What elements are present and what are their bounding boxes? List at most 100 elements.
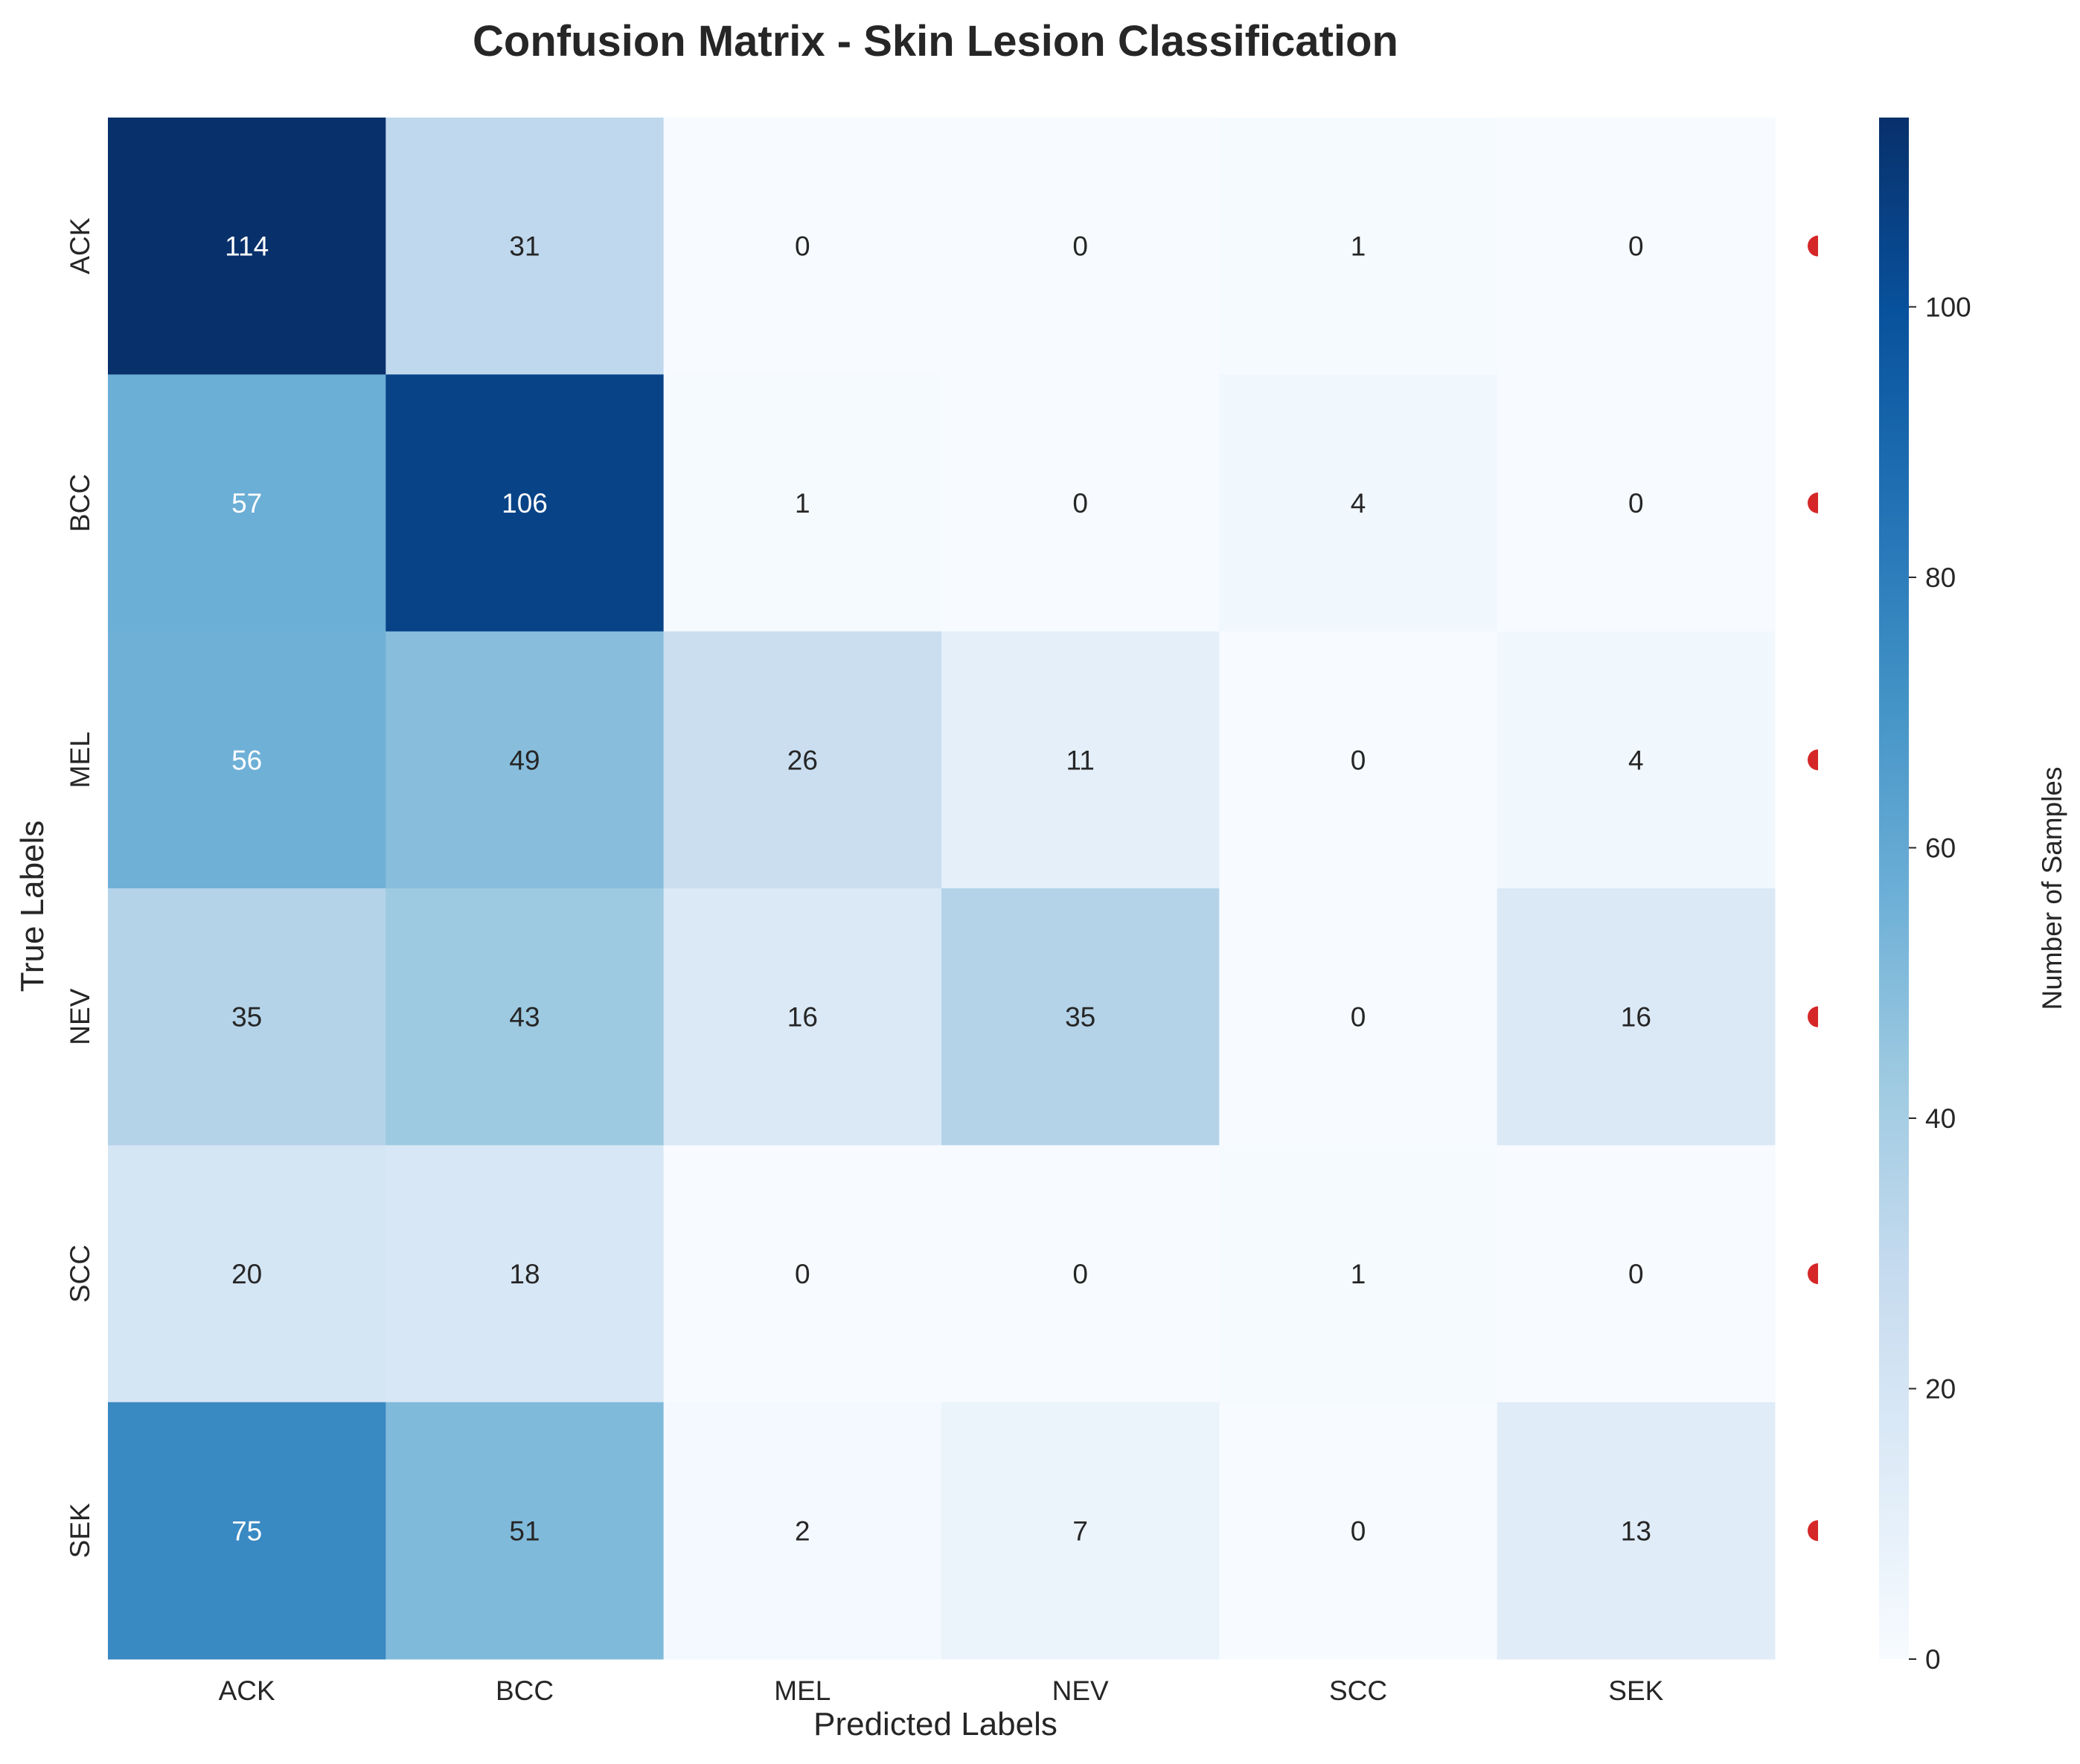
heatmap-cell	[1497, 374, 1776, 632]
cell-value-label: 0	[1628, 231, 1644, 262]
cell-value-label: 16	[1621, 1002, 1651, 1033]
colorbar-tick-label: 100	[1925, 292, 1971, 322]
heatmap-cell	[385, 1402, 665, 1660]
cell-value-label: 20	[231, 1259, 262, 1289]
cell-value-label: 0	[1351, 1516, 1366, 1546]
x-tick-labels: ACK BCC MEL NEV SCC SEK	[219, 1675, 1664, 1706]
heatmap-cell	[108, 374, 386, 632]
cell-value-label: 57	[231, 488, 262, 519]
heatmap-cell	[663, 1402, 942, 1660]
cell-value-label: 35	[231, 1002, 262, 1033]
colorbar-label: Number of Samples	[2037, 767, 2067, 1010]
heatmap-cell	[1497, 631, 1776, 889]
cell-value-label: 13	[1621, 1516, 1651, 1546]
heatmap-cell	[385, 888, 665, 1146]
heatmap-cell	[941, 118, 1220, 375]
heatmap-cell	[108, 888, 386, 1146]
heatmap-cell	[1219, 888, 1498, 1146]
x-tick-label: BCC	[496, 1675, 554, 1706]
cell-value-label: 114	[225, 231, 269, 262]
heatmap-cell	[1497, 888, 1776, 1146]
cell-value-label: 4	[1351, 488, 1366, 519]
x-tick-label: SEK	[1608, 1675, 1663, 1706]
colorbar-tick-label: 40	[1925, 1103, 1956, 1134]
cell-value-label: 1	[1351, 1259, 1366, 1289]
colorbar-tick-label: 0	[1925, 1644, 1941, 1675]
heatmap-cell	[1219, 1402, 1498, 1660]
cell-value-label: 0	[1351, 745, 1366, 775]
cell-value-label: 31	[509, 231, 540, 262]
y-tick-label: MEL	[65, 731, 95, 788]
cell-value-label: 35	[1065, 1002, 1095, 1033]
cell-value-label: 106	[502, 488, 548, 519]
heatmap-cell	[108, 1145, 386, 1403]
heatmap-cell	[1497, 1145, 1776, 1403]
cell-value-label: 0	[795, 1259, 810, 1289]
heatmap-cell	[941, 888, 1220, 1146]
cell-value-label: 0	[1072, 231, 1088, 262]
colorbar-ticks: 0 20 40 60 80 100	[1909, 292, 1971, 1675]
cell-value-label: 0	[1072, 1259, 1088, 1289]
colorbar	[1879, 118, 1909, 1659]
heatmap-cell	[941, 1402, 1220, 1660]
colorbar-tick-label: 60	[1925, 833, 1956, 863]
heatmap-cell	[663, 888, 942, 1146]
heatmap-cell	[941, 631, 1220, 889]
x-tick-label: SCC	[1329, 1675, 1387, 1706]
y-tick-label: SCC	[65, 1245, 95, 1303]
heatmap-cell	[663, 631, 942, 889]
y-tick-label: ACK	[65, 217, 95, 274]
heatmap-cell	[385, 374, 665, 632]
cell-value-label: 0	[795, 231, 810, 262]
heatmap-cell	[1219, 374, 1498, 632]
cell-value-label: 18	[509, 1259, 540, 1289]
y-tick-label: BCC	[65, 474, 95, 532]
heatmap-cell	[1219, 631, 1498, 889]
cell-value-label: 16	[787, 1002, 818, 1033]
heatmap-cell	[663, 118, 942, 375]
chart-title: Confusion Matrix - Skin Lesion Classific…	[473, 17, 1398, 65]
colorbar-tick-label: 20	[1925, 1373, 1956, 1404]
cell-value-label: 0	[1072, 488, 1088, 519]
heatmap-cell	[1497, 1402, 1776, 1660]
heatmap-cell	[1219, 1145, 1498, 1403]
cell-value-label: 0	[1351, 1002, 1366, 1033]
y-tick-label: NEV	[65, 988, 95, 1045]
cell-value-label: 1	[1351, 231, 1366, 262]
heatmap-cell	[941, 374, 1220, 632]
row-markers	[1808, 118, 1878, 1659]
heatmap-cell	[108, 118, 386, 375]
marker-mask	[1818, 118, 1878, 1659]
cell-value-label: 4	[1628, 745, 1644, 775]
x-tick-label: NEV	[1052, 1675, 1109, 1706]
cell-value-label: 75	[231, 1516, 262, 1546]
heatmap-cell	[385, 118, 665, 375]
x-axis-label: Predicted Labels	[813, 1706, 1057, 1742]
cell-value-label: 7	[1072, 1516, 1088, 1546]
heatmap-cell	[385, 631, 665, 889]
heatmap-cells	[108, 118, 1776, 1660]
y-tick-labels: ACK BCC MEL NEV SCC SEK	[65, 217, 95, 1558]
cell-value-label: 51	[509, 1516, 540, 1546]
cell-value-label: 26	[787, 745, 818, 775]
heatmap-cell	[108, 631, 386, 889]
y-tick-label: SEK	[65, 1503, 95, 1558]
cell-value-label: 56	[231, 745, 262, 775]
cell-value-label: 43	[509, 1002, 540, 1033]
heatmap-cell	[1219, 118, 1498, 375]
heatmap-cell-labels: 114 31 0 0 1 0 57 106 1 0 4 0 56 49 26 11 0 4 35 43 16 35 0 16 2…	[225, 231, 1651, 1547]
heatmap-cell	[1497, 118, 1776, 375]
colorbar-tick-label: 80	[1925, 562, 1956, 593]
cell-value-label: 0	[1628, 488, 1644, 519]
heatmap-cell	[108, 1402, 386, 1660]
cell-value-label: 11	[1066, 745, 1094, 775]
x-tick-label: MEL	[774, 1675, 831, 1706]
y-axis-label: True Labels	[14, 821, 51, 992]
x-tick-label: ACK	[219, 1675, 275, 1706]
heatmap-cell	[941, 1145, 1220, 1403]
heatmap-cell	[663, 1145, 942, 1403]
cell-value-label: 1	[795, 488, 810, 519]
heatmap-cell	[385, 1145, 665, 1403]
cell-value-label: 0	[1628, 1259, 1644, 1289]
